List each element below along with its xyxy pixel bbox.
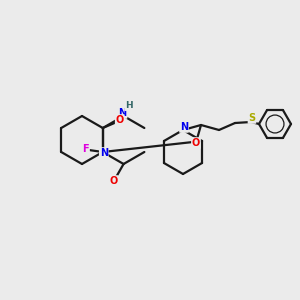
Text: H: H [125,101,132,110]
Text: N: N [118,108,127,118]
Text: O: O [110,176,118,186]
Text: N: N [180,122,188,132]
Text: S: S [248,113,256,123]
Text: O: O [116,115,124,125]
Text: F: F [82,144,89,154]
Text: O: O [192,138,200,148]
Text: N: N [100,148,108,158]
